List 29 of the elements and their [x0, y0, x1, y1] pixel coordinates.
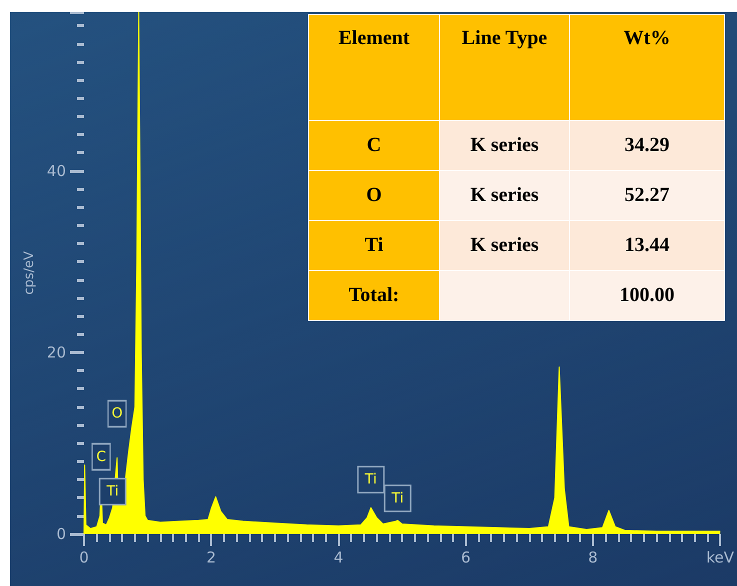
- text: 13.44: [624, 234, 670, 256]
- y-tick-label: 40: [46, 162, 66, 180]
- x-tick-label: keV: [706, 548, 735, 566]
- x-tick-label: 0: [79, 548, 89, 566]
- y-axis-title: cps/eV: [22, 251, 37, 295]
- x-tick-label: 8: [588, 548, 598, 566]
- text: 100.00: [620, 284, 674, 306]
- text: 52.27: [624, 184, 670, 206]
- annotation: Ti: [390, 490, 404, 506]
- text: 34.29: [624, 134, 670, 156]
- category-label: O: [366, 184, 382, 206]
- category-label: C: [366, 134, 382, 156]
- annotation: Ti: [364, 472, 377, 488]
- text: K series: [470, 184, 539, 206]
- category-label: Line Type: [440, 14, 570, 120]
- y-tick-label: 20: [46, 343, 66, 362]
- annotation: O: [112, 406, 123, 422]
- x-tick-label: 4: [334, 548, 344, 566]
- annotation: C: [96, 448, 106, 465]
- category-label: Wt%: [570, 14, 724, 120]
- x-tick-label: 6: [460, 548, 470, 566]
- x-tick-label: 2: [206, 548, 216, 566]
- category-label: Element: [308, 14, 440, 120]
- y-tick-label: 0: [56, 525, 66, 543]
- category-label: Total:: [348, 284, 400, 306]
- annotation: Ti: [106, 484, 119, 500]
- category-label: Ti: [364, 234, 384, 256]
- text: K series: [470, 134, 539, 156]
- text: K series: [470, 234, 539, 256]
